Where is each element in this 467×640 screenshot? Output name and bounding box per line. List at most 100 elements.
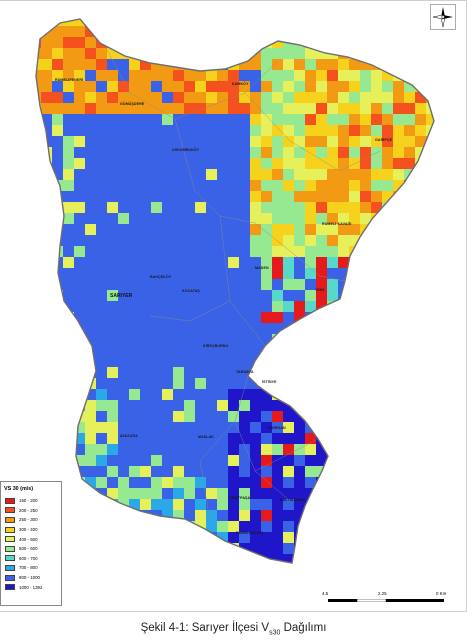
- vs30-cell: [151, 19, 163, 27]
- vs30-cell: [184, 312, 196, 324]
- vs30-cell: [360, 301, 372, 313]
- vs30-cell: [228, 323, 240, 335]
- vs30-cell: [371, 477, 383, 489]
- vs30-cell: [415, 312, 427, 324]
- vs30-cell: [338, 444, 350, 456]
- vs30-cell: [140, 433, 152, 445]
- vs30-cell: [162, 466, 174, 478]
- vs30-cell: [316, 279, 328, 291]
- vs30-cell: [129, 290, 141, 302]
- vs30-cell: [338, 389, 350, 401]
- vs30-cell: [151, 488, 163, 500]
- vs30-cell: [382, 433, 394, 445]
- vs30-cell: [327, 59, 339, 71]
- vs30-cell: [283, 26, 295, 38]
- vs30-cell: [327, 114, 339, 126]
- vs30-cell: [162, 257, 174, 269]
- vs30-cell: [283, 554, 295, 563]
- vs30-cell: [349, 389, 361, 401]
- vs30-cell: [305, 565, 316, 576]
- vs30-cell: [184, 246, 196, 258]
- vs30-cell: [96, 125, 108, 137]
- vs30-cell: [228, 136, 240, 148]
- vs30-cell: [250, 191, 262, 203]
- vs30-cell: [327, 125, 339, 137]
- vs30-cell: [261, 334, 273, 346]
- vs30-cell: [316, 136, 328, 148]
- place-emirgan: EMİRGAN: [268, 426, 286, 430]
- vs30-cell: [36, 323, 42, 335]
- vs30-cell: [338, 103, 350, 115]
- vs30-cell: [382, 103, 394, 115]
- vs30-cell: [294, 81, 306, 93]
- vs30-cell: [316, 510, 328, 522]
- vs30-cell: [382, 400, 394, 412]
- figure-caption: Şekil 4-1: Sarıyer İlçesi Vs30 Dağılımı: [0, 622, 467, 636]
- vs30-cell: [239, 48, 251, 60]
- vs30-cell: [52, 213, 64, 225]
- vs30-cell: [261, 180, 273, 192]
- vs30-cell: [195, 345, 207, 357]
- vs30-cell: [250, 345, 262, 357]
- place-istinye: İSTİNYE: [262, 380, 277, 384]
- vs30-cell: [63, 499, 75, 511]
- vs30-cell: [294, 268, 306, 280]
- vs30-cell: [217, 356, 229, 368]
- vs30-cell: [85, 202, 97, 214]
- vs30-cell: [316, 400, 328, 412]
- vs30-cell: [162, 323, 174, 335]
- vs30-cell: [195, 543, 207, 555]
- vs30-cell: [129, 59, 141, 71]
- vs30-cell: [393, 202, 405, 214]
- vs30-cell: [349, 444, 361, 456]
- vs30-cell: [426, 235, 434, 247]
- vs30-cell: [85, 510, 97, 522]
- vs30-cell: [217, 499, 229, 511]
- vs30-cell: [294, 169, 306, 181]
- vs30-cell: [96, 290, 108, 302]
- vs30-cell: [85, 37, 97, 49]
- vs30-cell: [107, 411, 119, 423]
- vs30-cell: [316, 114, 328, 126]
- vs30-cell: [393, 565, 404, 576]
- vs30-cell: [393, 554, 405, 563]
- vs30-cell: [338, 246, 350, 258]
- vs30-cell: [239, 114, 251, 126]
- vs30-cell: [360, 367, 372, 379]
- vs30-cell: [85, 290, 97, 302]
- vs30-cell: [294, 125, 306, 137]
- vs30-cell: [393, 114, 405, 126]
- vs30-cell: [294, 378, 306, 390]
- vs30-cell: [195, 378, 207, 390]
- vs30-cell: [327, 499, 339, 511]
- vs30-cell: [151, 422, 163, 434]
- vs30-cell: [338, 356, 350, 368]
- vs30-cell: [393, 422, 405, 434]
- legend-item: 600 - 700: [1, 554, 61, 564]
- place-kumkoy: KUMKÖY: [232, 81, 249, 86]
- vs30-cell: [96, 103, 108, 115]
- vs30-cell: [294, 477, 306, 489]
- vs30-cell: [63, 59, 75, 71]
- vs30-cell: [162, 334, 174, 346]
- vs30-cell: [217, 532, 229, 544]
- vs30-cell: [52, 37, 64, 49]
- vs30-cell: [382, 345, 394, 357]
- vs30-cell: [36, 257, 42, 269]
- vs30-cell: [404, 532, 416, 544]
- vs30-cell: [393, 378, 405, 390]
- vs30-cell: [272, 312, 284, 324]
- vs30-cell: [415, 37, 427, 49]
- vs30-cell: [85, 268, 97, 280]
- vs30-cell: [74, 543, 86, 555]
- vs30-cell: [272, 48, 284, 60]
- vs30-cell: [360, 26, 372, 38]
- legend-swatch: [5, 584, 15, 591]
- vs30-cell: [294, 257, 306, 269]
- place-garipce: GARİPÇE: [375, 138, 393, 142]
- vs30-cell: [96, 532, 108, 544]
- legend-item: 200 - 250: [1, 506, 61, 516]
- vs30-cell: [96, 521, 108, 533]
- vs30-cell: [305, 279, 317, 291]
- vs30-cell: [36, 455, 42, 467]
